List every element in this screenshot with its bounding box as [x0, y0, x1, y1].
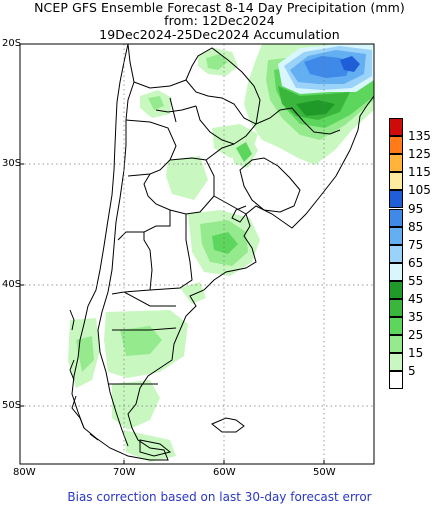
legend-color-box — [389, 299, 403, 317]
legend-color-box — [389, 244, 403, 263]
brazil-border — [255, 107, 341, 135]
legend-label: 105 — [408, 183, 431, 198]
legend-color-box — [389, 190, 403, 209]
lon-label-80w: 80W — [13, 467, 36, 478]
legend-label: 55 — [408, 273, 424, 288]
legend-color-box — [389, 335, 403, 354]
precip-nw-patch-2 — [148, 96, 164, 110]
legend-label: 45 — [408, 292, 424, 306]
legend-label: 135 — [408, 129, 431, 144]
legend-color-box — [389, 172, 403, 191]
argentina-chile-border — [97, 44, 135, 447]
lat-label-40s: 40S — [2, 279, 22, 290]
legend-label: 95 — [408, 201, 424, 216]
legend-label: 25 — [408, 328, 424, 343]
lat-label-30s: 30S — [2, 158, 22, 169]
map-subtitle-from: from: 12Dec2024 — [164, 13, 275, 28]
precip-la-pampa — [180, 282, 206, 304]
rio-de-la-plata — [231, 205, 247, 223]
precip-45mm-area — [296, 100, 335, 116]
precip-shading — [68, 44, 374, 462]
province-borders — [108, 97, 247, 385]
coastlines-and-borders — [69, 44, 374, 461]
legend-color-box — [389, 136, 403, 155]
uruguay-border — [239, 157, 301, 213]
precip-north-patch-2 — [206, 54, 228, 70]
legend-color-box — [389, 353, 403, 372]
legend-label: 125 — [408, 147, 431, 162]
legend-color-box — [389, 317, 403, 336]
legend-color-box — [389, 118, 403, 136]
lat-label-50s: 50S — [2, 400, 22, 411]
map-frame — [19, 43, 375, 465]
tick-marks — [20, 163, 325, 464]
precip-buenos-aires-3 — [212, 232, 238, 254]
precip-95mm-area — [340, 56, 360, 72]
paraguay-border — [185, 47, 261, 145]
tierra-del-fuego-island — [139, 439, 172, 457]
legend-label: 115 — [408, 165, 431, 180]
legend-label: 5 — [408, 364, 416, 379]
precip-patagonia-w-2 — [120, 326, 162, 356]
legend-color-box — [389, 371, 403, 390]
precip-tierra-del-fuego — [124, 430, 176, 462]
precip-cordoba — [166, 156, 208, 200]
legend-color-box — [389, 208, 403, 227]
precip-corrientes-2 — [236, 142, 252, 162]
bolivia-border — [133, 79, 257, 125]
precip-85mm-area — [304, 56, 352, 78]
legend-color-box — [389, 262, 403, 281]
precip-chile-coast-2 — [76, 336, 94, 372]
lat-lon-grid — [20, 44, 374, 464]
legend-label: 85 — [408, 219, 424, 234]
lat-label-20s: 20S — [2, 38, 22, 49]
legend-label: 15 — [408, 346, 424, 361]
legend-color-box — [389, 154, 403, 173]
legend-label: 65 — [408, 255, 424, 270]
south-america-coast — [71, 44, 374, 461]
legend-color-box — [389, 226, 403, 245]
lon-label-70w: 70W — [113, 467, 136, 478]
bias-correction-note: Bias correction based on last 30-day for… — [67, 490, 372, 504]
lon-label-60w: 60W — [213, 467, 236, 478]
falkland-islands — [211, 417, 245, 433]
map-subtitle-period: 19Dec2024-25Dec2024 Accumulation — [99, 27, 340, 42]
legend-label: 35 — [408, 310, 424, 325]
lon-label-50w: 50W — [313, 467, 336, 478]
chile-islands — [69, 309, 99, 441]
map-title: NCEP GFS Ensemble Forecast 8-14 Day Prec… — [34, 0, 405, 15]
legend-label: 75 — [408, 237, 424, 252]
legend-color-box — [389, 280, 403, 299]
